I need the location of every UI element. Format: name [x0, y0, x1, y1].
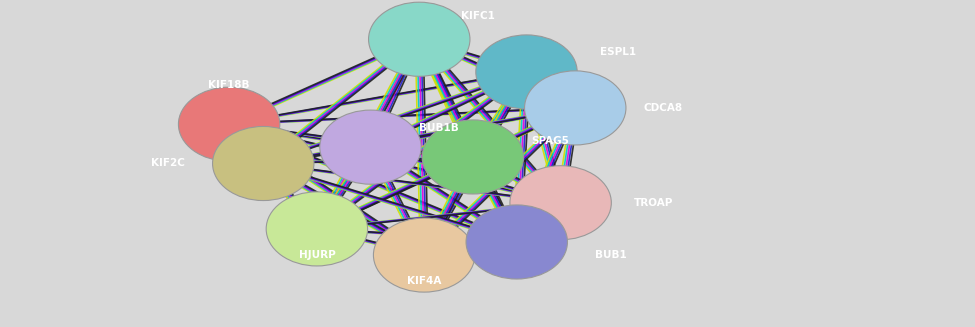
Text: KIFC1: KIFC1 — [461, 11, 494, 21]
Text: ESPL1: ESPL1 — [600, 47, 636, 57]
Text: BUB1: BUB1 — [595, 250, 627, 260]
Text: KIF2C: KIF2C — [151, 159, 185, 168]
Ellipse shape — [476, 35, 577, 109]
Text: KIF4A: KIF4A — [407, 276, 442, 286]
Ellipse shape — [373, 218, 475, 292]
Text: SPAG5: SPAG5 — [531, 136, 569, 146]
Ellipse shape — [422, 120, 524, 194]
Ellipse shape — [178, 87, 280, 161]
Ellipse shape — [369, 2, 470, 76]
Ellipse shape — [320, 110, 421, 184]
Ellipse shape — [466, 205, 567, 279]
Ellipse shape — [525, 71, 626, 145]
Text: HJURP: HJURP — [298, 250, 335, 260]
Ellipse shape — [213, 127, 314, 200]
Text: KIF18B: KIF18B — [209, 80, 250, 90]
Text: CDCA8: CDCA8 — [644, 103, 682, 113]
Text: TROAP: TROAP — [634, 198, 673, 208]
Ellipse shape — [266, 192, 368, 266]
Text: BUB1B: BUB1B — [419, 123, 459, 132]
Ellipse shape — [510, 166, 611, 240]
